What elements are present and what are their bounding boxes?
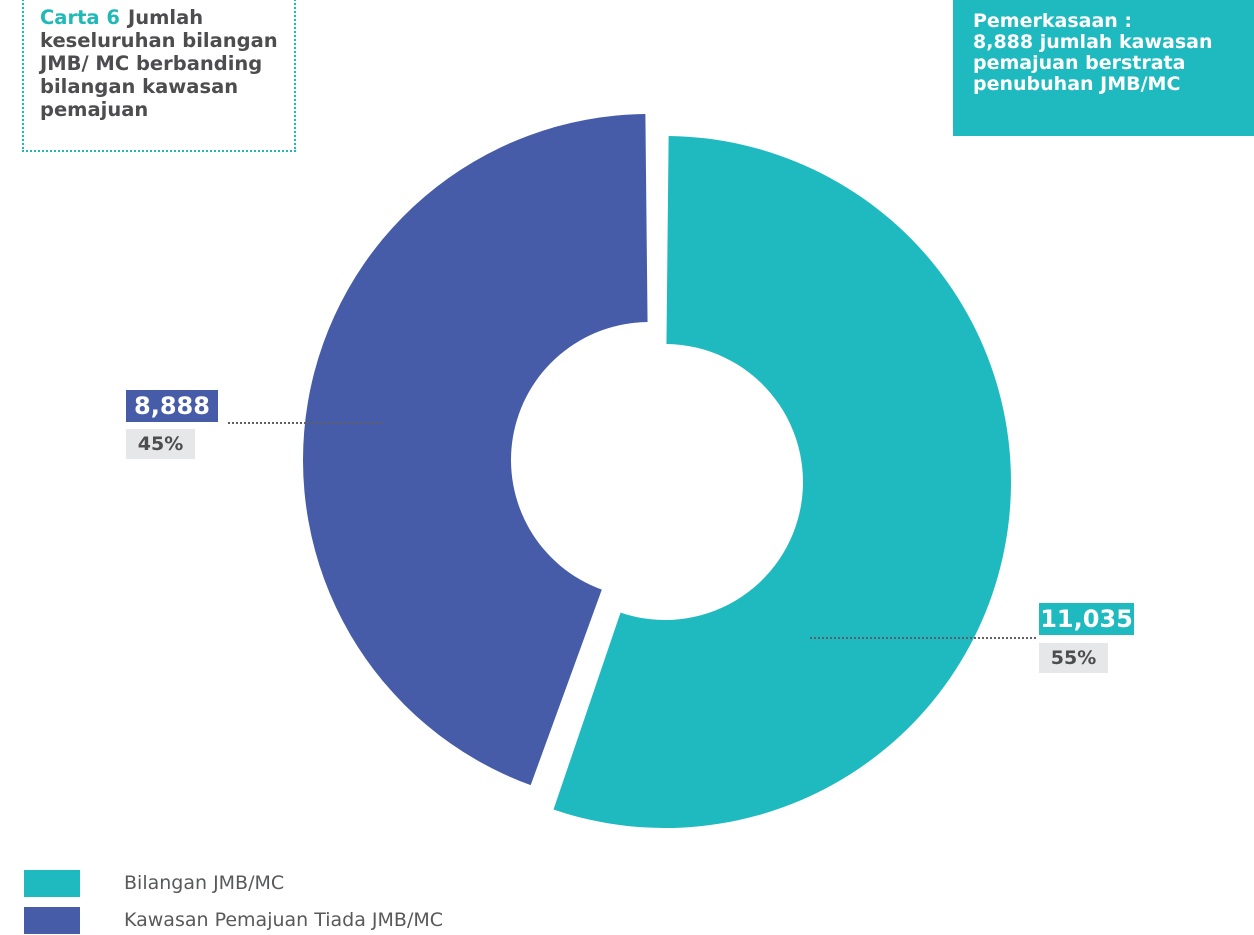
chart-title-text: Jumlah keseluruhan bilangan JMB/ MC berb… bbox=[40, 6, 278, 121]
chart-title-box: Carta 6 Jumlah keseluruhan bilangan JMB/ … bbox=[22, 0, 296, 152]
slice-bilangan-jmb-mc bbox=[553, 136, 1011, 828]
legend-item-kawasan: Kawasan Pemajuan Tiada JMB/MC bbox=[24, 906, 443, 934]
legend-label: Kawasan Pemajuan Tiada JMB/MC bbox=[124, 909, 444, 931]
note-line: penubuhan JMB/MC bbox=[973, 73, 1181, 95]
percent-label-kawasan: 45% bbox=[126, 429, 195, 459]
note-line: Pemerkasaan : bbox=[973, 10, 1133, 32]
value-label-bilangan: 11,035 bbox=[1039, 603, 1134, 635]
slice-kawasan-tiada-jmb-mc bbox=[302, 114, 648, 786]
value-label-kawasan: 8,888 bbox=[126, 390, 218, 422]
note-box: Pemerkasaan : 8,888 jumlah kawasan pemaj… bbox=[953, 0, 1254, 136]
note-line: pemajuan berstrata bbox=[973, 52, 1186, 74]
legend-swatch-bilangan bbox=[24, 869, 80, 897]
chart-title: Carta 6 Jumlah keseluruhan bilangan JMB/ … bbox=[40, 6, 290, 121]
legend-swatch-kawasan bbox=[24, 906, 80, 934]
chart-number: Carta 6 bbox=[40, 6, 120, 29]
legend-label: Bilangan JMB/MC bbox=[124, 872, 285, 894]
legend-item-bilangan: Bilangan JMB/MC bbox=[24, 869, 284, 897]
percent-label-bilangan: 55% bbox=[1039, 643, 1108, 673]
note-line: 8,888 jumlah kawasan bbox=[973, 31, 1213, 53]
